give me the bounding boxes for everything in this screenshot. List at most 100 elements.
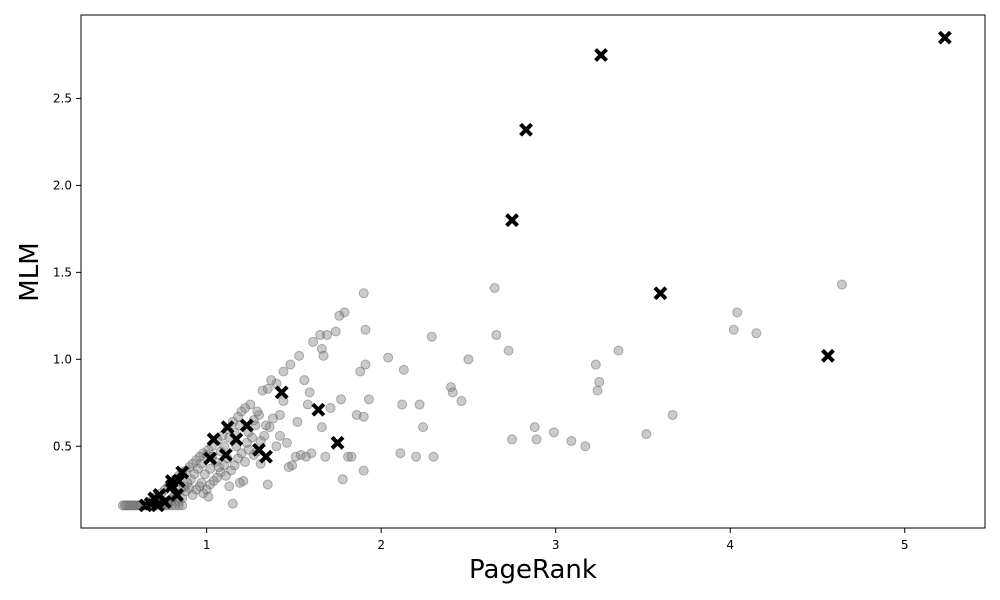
- data-point: [503, 345, 514, 356]
- x-data-point: [594, 48, 608, 62]
- data-point: [447, 387, 458, 398]
- data-point: [728, 324, 739, 335]
- data-point: [283, 462, 294, 473]
- data-point: [227, 498, 238, 509]
- data-point: [220, 470, 231, 481]
- data-point: [304, 387, 315, 398]
- data-point: [194, 481, 205, 492]
- data-point: [189, 469, 200, 480]
- x-tick-label: 1: [203, 538, 211, 552]
- x-tick-label: 4: [726, 538, 734, 552]
- data-point: [315, 329, 326, 340]
- data-point: [395, 448, 406, 459]
- data-point: [267, 413, 278, 424]
- data-point: [252, 406, 263, 417]
- data-point: [240, 403, 251, 414]
- x-axis-label: PageRank: [469, 555, 597, 585]
- data-point: [320, 451, 331, 462]
- data-point: [334, 310, 345, 321]
- data-point: [456, 396, 467, 407]
- data-point: [287, 460, 298, 471]
- data-point: [199, 469, 210, 480]
- data-point: [566, 436, 577, 447]
- x-data-point: [519, 122, 533, 137]
- x-data-point: [175, 465, 190, 480]
- data-point: [318, 350, 329, 361]
- x-data-point: [229, 432, 244, 447]
- data-point: [358, 411, 369, 422]
- data-point: [245, 399, 256, 410]
- data-point: [592, 385, 603, 396]
- data-point: [445, 382, 456, 393]
- data-point: [117, 500, 128, 511]
- x-data-point: [218, 448, 233, 462]
- data-point: [191, 455, 202, 466]
- data-point: [292, 416, 303, 427]
- data-point: [308, 336, 319, 347]
- x-data-point: [150, 498, 165, 513]
- data-point: [203, 491, 214, 502]
- data-point: [281, 437, 292, 448]
- data-point: [259, 430, 270, 441]
- x-data-point: [164, 479, 179, 494]
- y-tick-label: 2.5: [53, 91, 72, 105]
- x-tick-label: 3: [552, 538, 560, 552]
- y-tick-label: 2.0: [53, 178, 72, 192]
- x-data-point: [170, 488, 184, 502]
- data-point: [192, 463, 203, 474]
- data-point: [316, 343, 327, 354]
- data-point: [233, 411, 244, 422]
- data-point: [295, 449, 306, 460]
- data-point: [355, 366, 366, 377]
- data-point: [198, 488, 209, 499]
- data-point: [226, 465, 237, 476]
- data-point: [322, 329, 333, 340]
- x-tick-label: 2: [377, 538, 385, 552]
- data-point: [260, 420, 271, 431]
- x-data-point: [821, 348, 835, 363]
- data-point: [126, 500, 137, 511]
- data-point: [336, 394, 347, 405]
- data-point: [205, 479, 216, 490]
- y-axis-label: MLM: [15, 242, 45, 301]
- data-point: [173, 500, 184, 511]
- points-layer: [117, 30, 952, 513]
- data-point: [236, 406, 247, 417]
- data-point: [191, 484, 202, 495]
- data-point: [428, 451, 439, 462]
- data-point: [241, 437, 252, 448]
- data-point: [212, 472, 223, 483]
- data-point: [184, 483, 195, 494]
- data-point: [247, 432, 258, 443]
- data-point: [177, 500, 188, 511]
- data-point: [274, 409, 285, 420]
- x-data-point: [157, 495, 172, 509]
- x-data-point: [220, 420, 235, 435]
- data-point: [418, 422, 429, 433]
- data-point: [414, 399, 425, 410]
- data-point: [208, 476, 219, 487]
- data-point: [529, 422, 540, 433]
- x-tick-label: 5: [901, 538, 909, 552]
- data-point: [346, 451, 357, 462]
- x-marker-series: [138, 30, 952, 513]
- y-tick-label: 1.0: [53, 352, 72, 366]
- data-point: [254, 409, 265, 420]
- data-point: [131, 500, 142, 511]
- data-point: [325, 403, 336, 414]
- data-point: [240, 456, 251, 467]
- data-point: [257, 385, 268, 396]
- data-point: [215, 467, 226, 478]
- data-point: [185, 474, 196, 485]
- x-data-point: [937, 30, 952, 45]
- data-point: [732, 307, 743, 318]
- data-point: [351, 409, 362, 420]
- data-point: [316, 422, 327, 433]
- data-point: [213, 462, 224, 473]
- data-point: [123, 500, 134, 511]
- data-point: [187, 458, 198, 469]
- data-point: [201, 484, 212, 495]
- data-point: [124, 500, 135, 511]
- data-point: [302, 399, 313, 410]
